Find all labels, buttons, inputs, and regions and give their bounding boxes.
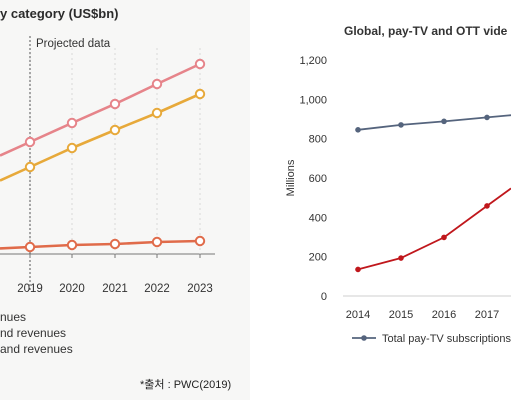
right-chart-plot: 0 200 400 600 800 1,000 1,200 Millions 2014 2015 2… [285,55,511,345]
right-series-2-point [441,234,447,241]
right-series-1-point [355,127,361,133]
left-legend-item-1: nues [0,310,27,324]
left-series-1-point [151,78,163,90]
right-x-tick-label: 2016 [432,309,456,321]
left-series-1-point [66,117,78,129]
left-series-1-point [109,98,121,110]
left-x-tick-label: 2020 [59,283,85,295]
right-x-tick-label: 2014 [346,309,370,321]
left-x-tick-label: 2019 [17,283,43,295]
left-series-3-point [24,241,36,253]
right-legend-marker [361,335,367,341]
right-x-tick-label: 2017 [475,309,499,321]
source-note: *출처 : PWC(2019) [140,379,232,391]
left-series-2-point [66,142,78,154]
right-series-line-2 [357,187,511,271]
left-series-2-point [109,124,121,136]
left-series-1-point [194,58,206,70]
left-series-3-point [194,235,206,247]
left-chart-title: y category (US$bn) [0,6,119,21]
right-y-tick-label: 400 [309,212,327,224]
left-series-2-point [24,161,36,173]
left-series-1-point [24,136,36,148]
right-chart-title: Global, pay-TV and OTT vide [344,24,508,38]
right-series-2-point [398,255,404,261]
left-legend-item-3: and revenues [0,342,73,356]
right-series-2-point [355,266,361,273]
right-y-tick-label: 200 [309,252,327,264]
left-chart-panel [0,0,250,400]
right-series-1-point [484,114,490,121]
right-series-1-point [441,118,447,125]
right-y-tick-label: 1,200 [299,55,327,67]
left-x-tick-label: 2021 [102,283,128,295]
left-x-tick-label: 2022 [144,283,170,295]
right-chart-panel [250,0,511,400]
left-x-tick-label: 2023 [187,283,213,295]
left-series-line-2 [0,92,201,182]
left-series-3-point [151,236,163,248]
right-y-tick-label: 600 [309,173,327,185]
right-y-tick-label: 0 [321,291,327,303]
left-series-3-point [66,239,78,251]
left-series-line-1 [0,62,201,157]
right-series-2-point [484,203,490,209]
right-y-axis-label: Millions [285,159,297,196]
projected-data-label: Projected data [36,38,111,50]
right-series-1-point [398,122,404,128]
right-y-tick-label: 1,000 [299,94,327,106]
right-legend-label: Total pay-TV subscriptions [382,333,511,345]
left-series-2-point [151,107,163,119]
left-series-2-point [194,88,206,100]
right-y-tick-label: 800 [309,134,327,146]
right-x-tick-label: 2015 [389,309,413,321]
left-legend-item-2: nd revenues [0,326,67,340]
left-chart-plot: Projected data820192020202120222023 [0,36,215,295]
left-series-3-point [109,238,121,250]
